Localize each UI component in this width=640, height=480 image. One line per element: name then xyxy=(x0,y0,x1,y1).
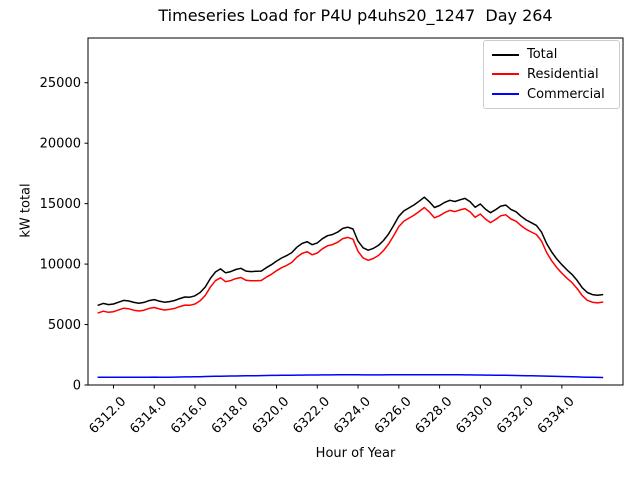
legend-line-sample xyxy=(492,93,519,96)
x-tick-label: 6314.0 xyxy=(127,394,170,437)
legend: Total Residential Commercial xyxy=(483,40,620,109)
x-tick-label: 6334.0 xyxy=(535,394,578,437)
legend-line-sample xyxy=(492,73,519,76)
x-axis-label: Hour of Year xyxy=(315,446,396,461)
x-tick-label: 6320.0 xyxy=(250,394,293,437)
x-tick-label: 6328.0 xyxy=(413,394,456,437)
x-tick-label: 6318.0 xyxy=(209,394,252,437)
x-tick-label: 6326.0 xyxy=(372,394,415,437)
x-tick-label: 6312.0 xyxy=(87,394,130,437)
legend-item-residential: Residential xyxy=(492,68,611,81)
legend-item-commercial: Commercial xyxy=(492,88,611,101)
y-tick-label: 20000 xyxy=(40,137,81,152)
y-tick-label: 15000 xyxy=(40,197,81,212)
series-line-total xyxy=(97,196,604,306)
legend-label: Commercial xyxy=(527,86,605,102)
y-tick-label: 5000 xyxy=(48,318,81,333)
legend-label: Total xyxy=(527,47,558,63)
legend-line-sample xyxy=(492,53,519,56)
x-tick-label: 6330.0 xyxy=(453,394,496,437)
x-tick-label: 6316.0 xyxy=(168,394,211,437)
y-axis-label: kW total xyxy=(18,183,34,238)
axes-frame xyxy=(87,37,624,386)
legend-item-total: Total xyxy=(492,48,611,61)
x-tick-label: 6322.0 xyxy=(290,394,333,437)
x-tick-label: 6324.0 xyxy=(331,394,374,437)
y-tick-label: 0 xyxy=(73,379,81,394)
x-tick-label: 6332.0 xyxy=(494,394,537,437)
series-line-commercial xyxy=(97,373,604,379)
series-line-residential xyxy=(97,206,604,314)
legend-label: Residential xyxy=(527,66,599,82)
chart-title: Timeseries Load for P4U p4uhs20_1247 Day… xyxy=(158,6,553,25)
y-tick-label: 25000 xyxy=(40,76,81,91)
y-tick-label: 10000 xyxy=(40,258,81,273)
